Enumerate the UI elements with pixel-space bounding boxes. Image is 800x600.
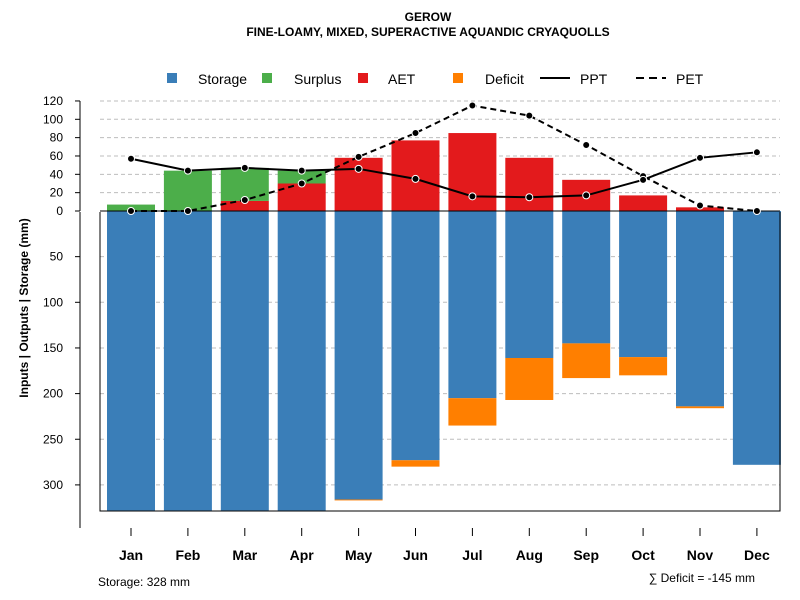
month-label: Apr — [290, 547, 315, 563]
legend-swatch-deficit — [453, 73, 463, 83]
pet-point — [468, 101, 477, 110]
deficit-bar — [562, 343, 611, 379]
storage-bar — [732, 211, 781, 465]
deficit-bar — [334, 499, 383, 501]
gridlines — [100, 100, 780, 486]
ppt-point — [411, 174, 420, 183]
storage-bar — [277, 211, 326, 511]
pet-point — [354, 152, 363, 161]
month-label: Jun — [403, 547, 428, 563]
y-tick-label-bottom: 300 — [43, 478, 63, 492]
pet-point — [696, 201, 704, 210]
y-tick-label-bottom: 250 — [43, 432, 63, 446]
y-tick-label-bottom: 50 — [50, 250, 64, 264]
storage-bar — [505, 211, 554, 358]
ppt-point — [582, 191, 591, 200]
pet-point — [297, 179, 306, 188]
pet-point — [183, 207, 192, 215]
legend-label-surplus: Surplus — [294, 71, 341, 87]
bars — [107, 133, 781, 511]
y-tick-label-top: 120 — [43, 94, 63, 108]
storage-bar — [391, 211, 440, 461]
y-tick-label-bottom: 200 — [43, 387, 63, 401]
chart-subtitle: FINE-LOAMY, MIXED, SUPERACTIVE AQUANDIC … — [246, 25, 609, 39]
month-label: Aug — [516, 547, 543, 563]
deficit-bar — [676, 406, 724, 409]
pet-point — [240, 195, 249, 204]
pet-line — [131, 104, 757, 212]
legend-swatch-aet — [358, 73, 368, 83]
pet-point — [127, 207, 135, 215]
legend-label-storage: Storage — [198, 71, 247, 87]
ppt-point — [297, 166, 306, 175]
storage-bar — [107, 211, 155, 511]
month-label: Oct — [631, 547, 655, 563]
surplus-bar — [163, 170, 212, 211]
legend: Storage Surplus AET Deficit PPT PET — [167, 71, 704, 87]
y-axis-title: Inputs | Outputs | Storage (mm) — [17, 218, 31, 397]
y-tick-label-top: 80 — [50, 131, 64, 145]
storage-bar — [163, 211, 212, 511]
storage-bar — [676, 211, 724, 407]
deficit-bar — [619, 357, 668, 376]
ppt-line — [130, 151, 757, 199]
storage-bar — [562, 211, 611, 344]
ppt-point — [468, 192, 477, 201]
legend-label-aet: AET — [388, 71, 416, 87]
month-label: Dec — [744, 547, 770, 563]
month-label: May — [345, 547, 372, 563]
lower-plot-frame — [99, 212, 781, 512]
deficit-bar — [391, 460, 440, 467]
ppt-point — [183, 166, 192, 175]
storage-bar — [619, 211, 668, 358]
legend-swatch-storage — [167, 73, 177, 83]
deficit-note: ∑ Deficit = -145 mm — [649, 571, 755, 585]
ppt-point — [639, 175, 648, 184]
ppt-point — [696, 153, 704, 162]
y-tick-label-top: 100 — [43, 112, 63, 126]
y-tick-label-bottom: 150 — [43, 341, 63, 355]
month-label: Mar — [232, 547, 257, 563]
month-label: Sep — [573, 547, 599, 563]
series-lines — [127, 101, 761, 215]
ppt-point — [525, 193, 534, 202]
surplus-bar — [277, 170, 326, 184]
ppt-point — [752, 148, 761, 157]
month-label: Nov — [687, 547, 714, 563]
storage-bar — [334, 211, 383, 500]
month-label: Jan — [119, 547, 143, 563]
legend-label-deficit: Deficit — [485, 71, 524, 87]
legend-label-ppt: PPT — [580, 71, 608, 87]
y-tick-label-top: 40 — [50, 167, 64, 181]
pet-point — [525, 111, 534, 120]
legend-swatch-surplus — [262, 73, 272, 83]
aet-bar — [619, 195, 668, 211]
storage-note: Storage: 328 mm — [98, 575, 190, 589]
aet-bar — [277, 183, 326, 211]
deficit-bar — [505, 357, 554, 400]
ppt-point — [240, 163, 249, 172]
chart-title: GEROW — [405, 10, 452, 24]
y-tick-label-bottom: 100 — [43, 295, 63, 309]
storage-bar — [220, 211, 269, 511]
ppt-point — [354, 164, 363, 173]
month-label: Feb — [175, 547, 200, 563]
y-tick-label-top: 0 — [56, 204, 63, 218]
ppt-point — [127, 154, 135, 163]
aet-bar — [505, 157, 554, 211]
legend-label-pet: PET — [676, 71, 704, 87]
month-label: Jul — [462, 547, 482, 563]
y-tick-label-top: 60 — [50, 149, 64, 163]
deficit-bar — [448, 398, 497, 426]
aet-bar — [220, 200, 269, 211]
storage-bar — [448, 211, 497, 399]
pet-point — [411, 129, 420, 138]
y-tick-label-top: 20 — [50, 186, 64, 200]
pet-point — [582, 140, 591, 149]
pet-point — [752, 207, 761, 215]
